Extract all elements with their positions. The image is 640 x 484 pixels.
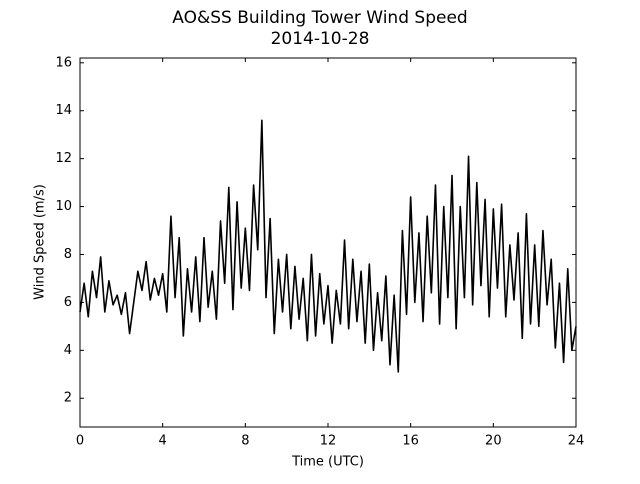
chart-subtitle: 2014-10-28 <box>271 29 370 49</box>
x-tick-label: 16 <box>402 434 419 449</box>
y-tick-label: 14 <box>55 103 72 118</box>
chart-title: AO&SS Building Tower Wind Speed <box>172 8 467 28</box>
y-tick-label: 4 <box>64 343 72 358</box>
x-tick-label: 24 <box>568 434 585 449</box>
y-tick-label: 6 <box>64 295 72 310</box>
x-tick-label: 0 <box>76 434 84 449</box>
y-tick-label: 8 <box>64 247 72 262</box>
x-tick-label: 20 <box>485 434 502 449</box>
x-tick-label: 8 <box>241 434 249 449</box>
x-axis-label: Time (UTC) <box>291 455 364 470</box>
y-axis-label: Wind Speed (m/s) <box>33 184 48 300</box>
data-line <box>79 119 577 373</box>
y-tick-label: 10 <box>55 199 72 214</box>
x-tick-label: 12 <box>320 434 337 449</box>
y-tick-label: 12 <box>55 151 72 166</box>
y-tick-label: 2 <box>64 391 72 406</box>
plot-frame <box>79 57 577 428</box>
x-tick-label: 4 <box>159 434 167 449</box>
y-tick-label: 16 <box>55 55 72 70</box>
